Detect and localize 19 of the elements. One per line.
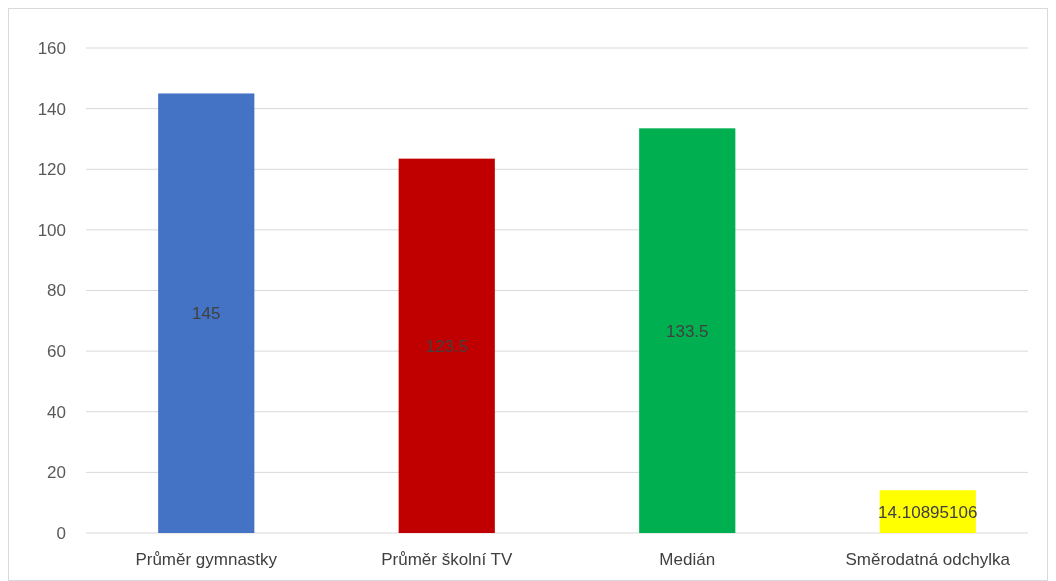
x-tick-label: Průměr školní TV [381,550,513,569]
data-label: 145 [192,304,221,324]
y-tick-label: 40 [47,402,66,422]
x-tick-label: Směrodatná odchylka [845,550,1011,569]
data-label: 123.5 [425,336,469,356]
y-tick-label: 20 [47,463,66,483]
bar [398,158,495,533]
y-tick-label: 0 [56,523,66,543]
data-label: 133.5 [665,321,709,341]
y-tick-label: 80 [47,281,66,301]
bar [158,93,255,533]
y-tick-label: 140 [37,99,66,119]
x-tick-label: Medián [659,550,716,569]
bar [639,128,736,533]
y-tick-label: 160 [37,38,66,58]
y-tick-label: 100 [37,220,66,240]
x-tick-label: Průměr gymnastky [135,550,278,569]
y-tick-label: 120 [37,160,66,180]
y-tick-label: 60 [47,342,66,362]
